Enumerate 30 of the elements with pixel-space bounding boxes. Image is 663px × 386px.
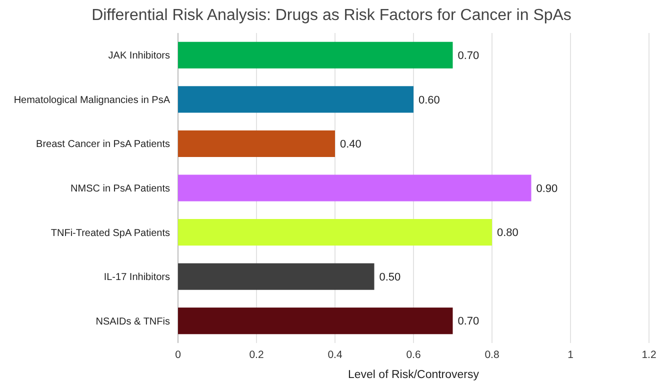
bar [178, 42, 453, 68]
y-tick-label: JAK Inhibitors [108, 50, 170, 62]
data-label: 0.40 [340, 138, 362, 151]
x-tick-label: 0.4 [328, 349, 342, 361]
y-tick-label: Breast Cancer in PsA Patients [36, 139, 170, 150]
x-tick-label: 0.6 [406, 349, 421, 361]
x-tick-label: 0.2 [249, 349, 264, 361]
y-tick-label: TNFi-Treated SpA Patients [50, 228, 170, 239]
x-tick-label: 1.2 [642, 349, 656, 361]
bar [178, 219, 492, 246]
data-label: 0.80 [497, 227, 518, 240]
data-label: 0.70 [458, 50, 480, 62]
x-tick-label: 1 [568, 349, 574, 361]
y-tick-label: NMSC in PsA Patients [70, 184, 170, 194]
data-label: 0.70 [458, 316, 480, 328]
x-tick-label: 0 [175, 349, 182, 361]
x-axis-title: Level of Risk/Controversy [348, 369, 480, 381]
data-label: 0.50 [379, 271, 401, 284]
y-tick-label: IL-17 Inhibitors [104, 272, 170, 284]
bar [178, 174, 532, 202]
bar [178, 86, 414, 113]
y-tick-label: NSAIDs & TNFis [96, 316, 170, 328]
y-tick-label: Hematological Malignancies in PsA [14, 94, 170, 106]
x-tick-label: 0.8 [484, 349, 500, 361]
data-label: 0.60 [418, 94, 440, 106]
bar [178, 263, 374, 290]
data-label: 0.90 [536, 182, 558, 195]
bar [178, 308, 453, 334]
chart-title: Differential Risk Analysis: Drugs as Risk Factors for Cancer in SpAs [92, 7, 572, 24]
bar [178, 130, 335, 157]
